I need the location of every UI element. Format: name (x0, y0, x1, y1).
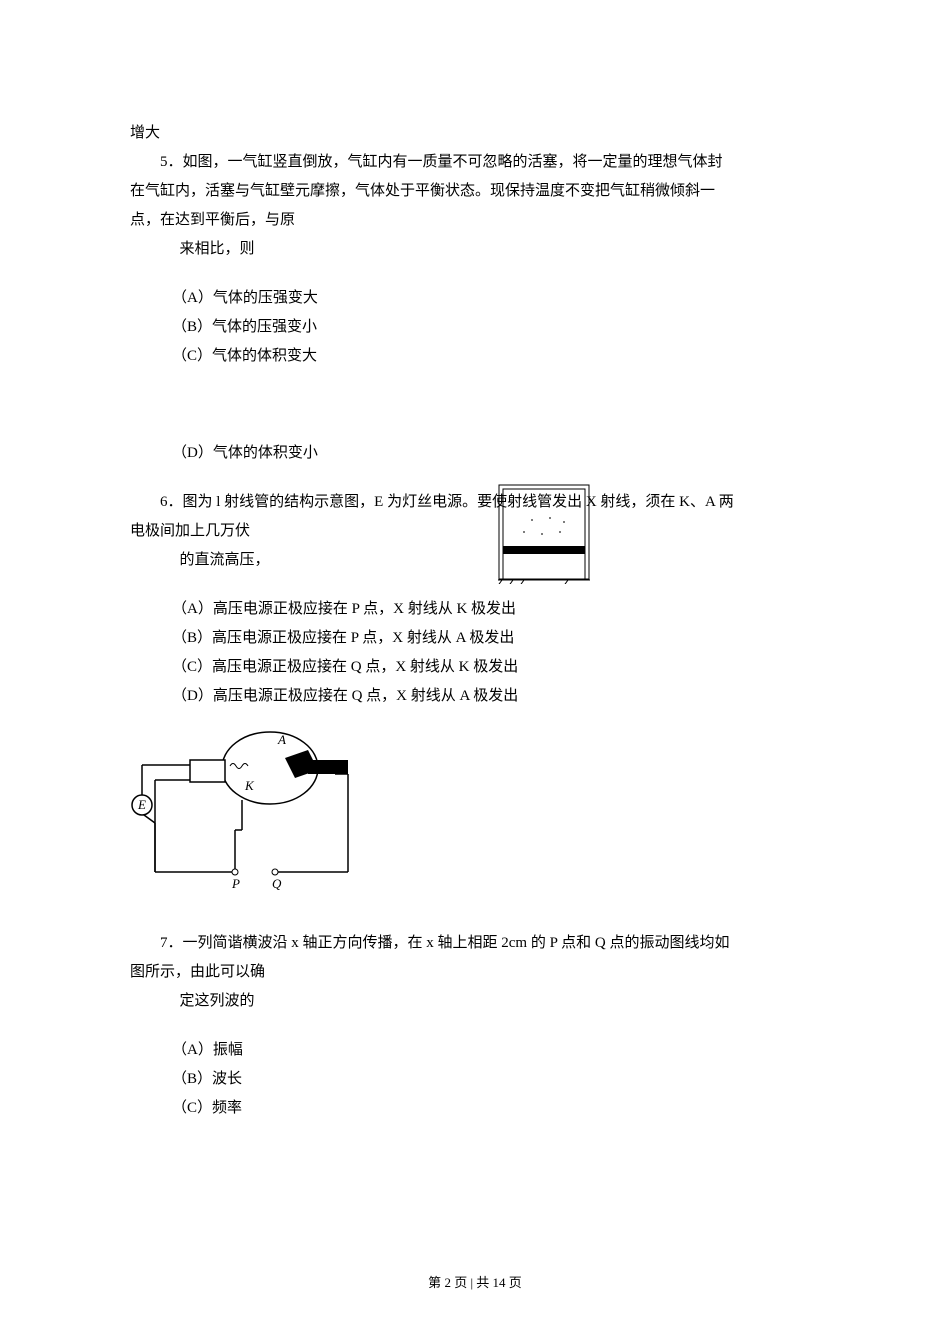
q5-option-a: （A）气体的压强变大 (130, 285, 820, 312)
q6-stem-line2: 电极间加上几万伏 (130, 518, 820, 545)
q7-stem-line2: 图所示，由此可以确 (130, 959, 820, 986)
q5-figure-cylinder-icon (498, 484, 590, 584)
q5-stem-line3: 点，在达到平衡后，与原 (130, 207, 820, 234)
q7-option-b: （B）波长 (130, 1066, 820, 1093)
svg-text:A: A (277, 732, 286, 747)
footer-suffix: 页 (506, 1275, 522, 1290)
footer-prefix: 第 (428, 1275, 444, 1290)
q5-option-d: （D）气体的体积变小 (130, 440, 820, 467)
q7-stem-1: 一列简谐横波沿 x 轴正方向传播，在 x 轴上相距 2cm 的 P 点和 Q 点… (183, 935, 730, 951)
q5-stem-line1: 5．如图，一气缸竖直倒放，气缸内有一质量不可忽略的活塞，将一定量的理想气体封 (130, 149, 820, 176)
q6-option-c: （C）高压电源正极应接在 Q 点，X 射线从 K 极发出 (130, 654, 820, 681)
svg-text:Q: Q (272, 876, 282, 891)
question-5: 5．如图，一气缸竖直倒放，气缸内有一质量不可忽略的活塞，将一定量的理想气体封 在… (130, 149, 820, 467)
q7-stem-line3: 定这列波的 (130, 988, 820, 1015)
q5-option-b: （B）气体的压强变小 (130, 314, 820, 341)
page-footer: 第 2 页 | 共 14 页 (0, 1271, 950, 1294)
svg-text:P: P (231, 876, 240, 891)
svg-text:E: E (137, 797, 146, 812)
q6-option-b: （B）高压电源正极应接在 P 点，X 射线从 A 极发出 (130, 625, 820, 652)
q7-number: 7． (160, 935, 183, 951)
q6-option-a: （A）高压电源正极应接在 P 点，X 射线从 K 极发出 (130, 596, 820, 623)
footer-mid: 页 | 共 (451, 1275, 493, 1290)
question-6: 6．图为 l 射线管的结构示意图，E 为灯丝电源。要使射线管发出 X 射线，须在… (130, 489, 820, 918)
q6-figure-xray-tube-icon: E K A P Q (130, 720, 360, 900)
q5-option-c: （C）气体的体积变大 (130, 343, 820, 370)
prev-question-tail: 增大 (130, 120, 820, 147)
page-content: 增大 5．如图，一气缸竖直倒放，气缸内有一质量不可忽略的活塞，将一定量的理想气体… (130, 120, 820, 1122)
q6-stem-line1: 6．图为 l 射线管的结构示意图，E 为灯丝电源。要使射线管发出 X 射线，须在… (130, 489, 820, 516)
q7-option-a: （A）振幅 (130, 1037, 820, 1064)
q6-stem-line3: 的直流高压， (130, 547, 820, 574)
q6-number: 6． (160, 494, 183, 510)
q5-stem-1: 如图，一气缸竖直倒放，气缸内有一质量不可忽略的活塞，将一定量的理想气体封 (183, 154, 723, 170)
footer-total: 14 (493, 1275, 506, 1290)
q5-stem-line4: 来相比，则 (130, 236, 820, 263)
q5-stem-line2: 在气缸内，活塞与气缸壁元摩擦，气体处于平衡状态。现保持温度不变把气缸稍微倾斜一 (130, 178, 820, 205)
q5-number: 5． (160, 154, 183, 170)
q6-stem-1: 图为 l 射线管的结构示意图，E 为灯丝电源。要使射线管发出 X 射线，须在 K… (183, 494, 734, 510)
question-7: 7．一列简谐横波沿 x 轴正方向传播，在 x 轴上相距 2cm 的 P 点和 Q… (130, 930, 820, 1122)
q7-stem-line1: 7．一列简谐横波沿 x 轴正方向传播，在 x 轴上相距 2cm 的 P 点和 Q… (130, 930, 820, 957)
q6-option-d: （D）高压电源正极应接在 Q 点，X 射线从 A 极发出 (130, 683, 820, 710)
svg-text:K: K (244, 778, 255, 793)
q7-option-c: （C）频率 (130, 1095, 820, 1122)
